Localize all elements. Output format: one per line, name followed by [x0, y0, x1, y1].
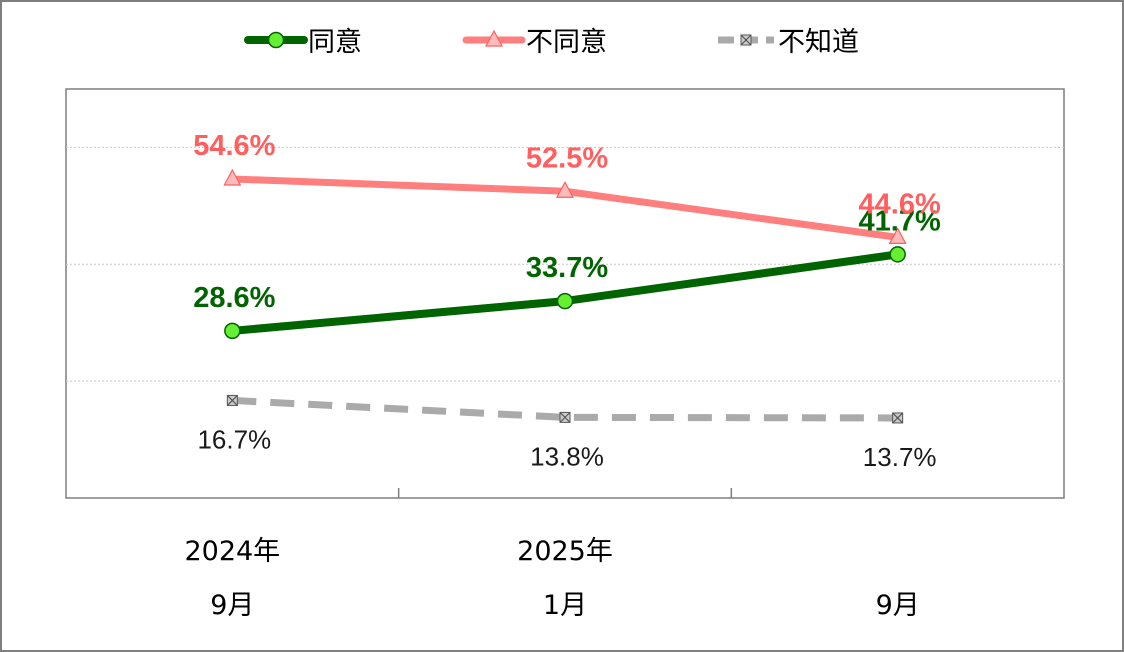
- data-point-agree: [224, 322, 241, 340]
- data-point-unknown: [559, 411, 571, 423]
- data-label-disagree: 44.6%: [859, 188, 941, 220]
- data-label-unknown: 13.8%: [530, 441, 604, 471]
- category-month-label: 9月: [210, 590, 254, 621]
- x-axis-ticks: [397, 488, 733, 498]
- legend-marker: [485, 29, 503, 47]
- data-label-agree: 28.6%: [193, 282, 275, 314]
- data-label-disagree: 54.6%: [193, 130, 275, 162]
- data-label-agree: 33.7%: [526, 252, 608, 284]
- category-month-label: 1月: [543, 590, 587, 621]
- data-point-unknown: [892, 412, 904, 424]
- data-point-unknown: [226, 394, 238, 406]
- data-point-disagree: [556, 180, 574, 198]
- legend-label: 不知道: [778, 27, 859, 58]
- legend-label: 不同意: [526, 27, 607, 58]
- data-label-disagree: 52.5%: [526, 142, 608, 174]
- data-point-disagree: [888, 227, 907, 245]
- x-axis-categories: 2024年 9月 2025年 1月 9月: [184, 536, 919, 621]
- category-year-label: 2024年: [184, 536, 280, 567]
- data-point-agree: [889, 246, 906, 263]
- legend: 同意 不同意 不知道: [244, 27, 859, 58]
- data-label-unknown: 13.7%: [863, 442, 937, 472]
- legend-item-disagree: 不同意: [462, 27, 607, 58]
- legend-marker: [267, 31, 285, 49]
- series-line-unknown: [232, 396, 898, 422]
- legend-item-unknown: 不知道: [718, 27, 859, 58]
- data-point-agree: [556, 292, 574, 310]
- legend-item-agree: 同意: [244, 27, 362, 58]
- legend-label: 同意: [308, 27, 362, 58]
- legend-marker: [740, 34, 752, 46]
- data-label-agree: 41.7%: [859, 205, 941, 237]
- category-year-label: 2025年: [517, 536, 613, 567]
- series-markers: [223, 168, 907, 424]
- category-month-label: 9月: [876, 590, 920, 621]
- data-label-unknown: 16.7%: [197, 424, 271, 454]
- data-point-disagree: [223, 168, 242, 186]
- data-labels: 28.6% 33.7% 41.7% 54.6% 52.5% 44.6% 16.7% 13.8%…: [193, 130, 941, 472]
